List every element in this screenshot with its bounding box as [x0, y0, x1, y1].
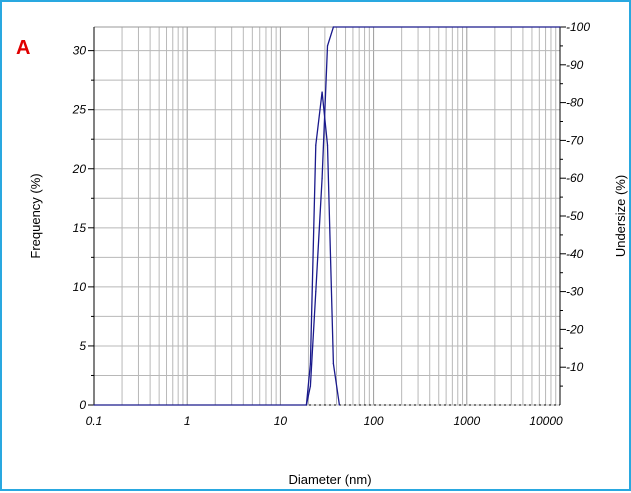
y-tick-label: 25	[72, 103, 87, 117]
x-tick-label: 1000	[453, 414, 480, 428]
grid	[93, 26, 560, 406]
y2-axis-title: Undersize (%)	[613, 175, 628, 257]
x-tick-label: 0.1	[86, 414, 103, 428]
y2-tick-label: -90	[566, 58, 584, 72]
y2-tick-label: -80	[566, 96, 584, 110]
x-tick-label: 1	[184, 414, 191, 428]
frequency-point	[315, 144, 317, 146]
y-tick-label: 20	[72, 162, 87, 176]
x-tick-label: 10000	[529, 414, 563, 428]
frequency-point	[338, 404, 341, 406]
panel-label: A	[16, 37, 30, 59]
y2-tick-label: -40	[566, 247, 584, 261]
undersize-line	[94, 26, 560, 406]
y-tick-label: 30	[73, 44, 87, 58]
undersize-point	[309, 385, 312, 387]
y2-tick-label: -50	[566, 209, 584, 223]
y-tick-label: 5	[79, 339, 86, 353]
y-tick-label: 0	[79, 398, 86, 412]
frequency-point	[326, 144, 329, 146]
y2-tick-label: -10	[566, 360, 584, 374]
frequency-point	[332, 363, 334, 365]
series-layer	[93, 26, 561, 406]
tick-labels: 0 5 10 15 20 25 30 -10 -20 -30 -40 -50 -60 -70 -80 -90 -…	[72, 20, 591, 428]
x-tick-label: 10	[274, 414, 288, 428]
y2-tick-label: -100	[566, 20, 590, 34]
y-axis-title: Frequency (%)	[28, 173, 43, 258]
undersize-point	[315, 291, 317, 293]
undersize-point	[326, 45, 329, 47]
y-tick-label: 10	[73, 280, 87, 294]
y2-tick-label: -30	[566, 285, 584, 299]
y2-tick-label: -20	[566, 322, 584, 336]
y2-tick-label: -60	[566, 171, 584, 185]
frequency-point	[321, 91, 323, 93]
undersize-point	[305, 404, 307, 406]
x-tick-label: 100	[364, 414, 384, 428]
axes	[88, 26, 566, 406]
x-axis-title: Diameter (nm)	[288, 472, 371, 487]
undersize-point	[321, 177, 323, 179]
undersize-point	[559, 26, 561, 28]
undersize-point	[93, 404, 95, 406]
undersize-point	[332, 26, 334, 28]
frequency-point	[309, 363, 312, 365]
y-tick-label: 15	[73, 221, 87, 235]
y2-tick-label: -70	[566, 133, 584, 147]
